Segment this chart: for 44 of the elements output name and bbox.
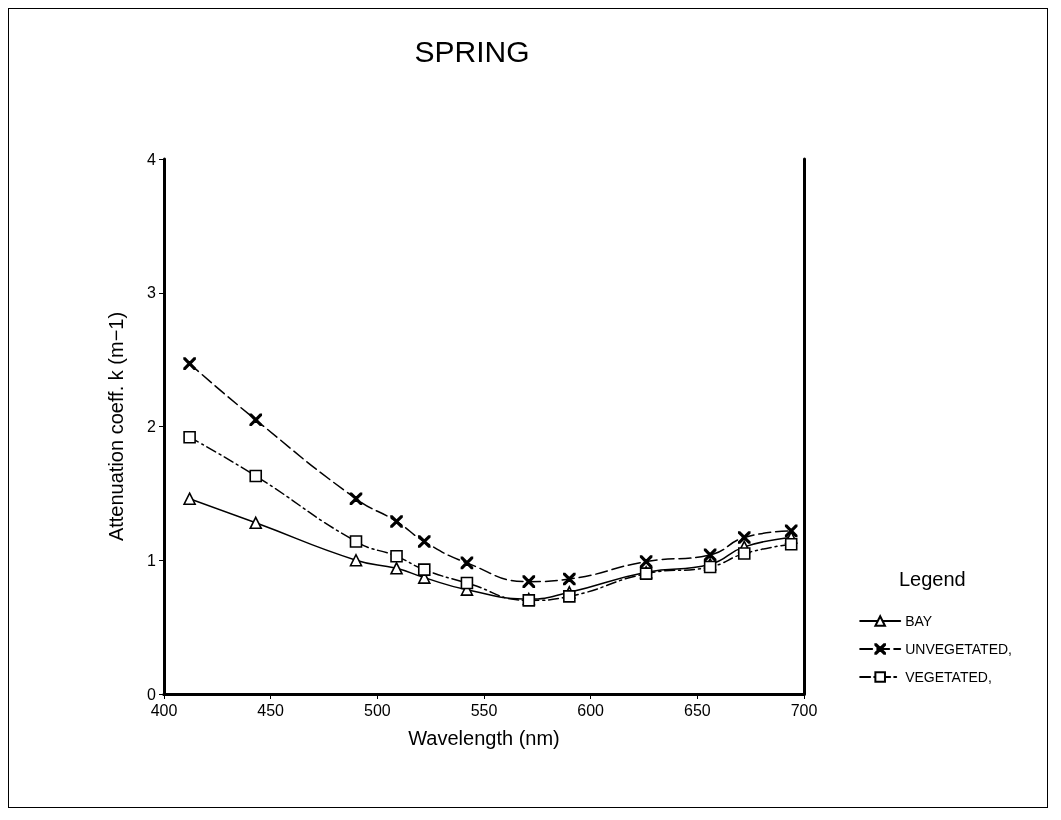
- y-tick-label: 0: [147, 685, 157, 703]
- x-tick-label: 500: [363, 701, 391, 719]
- point: [703, 560, 717, 574]
- point: [460, 576, 474, 590]
- chart-title: SPRING: [414, 34, 530, 68]
- point: [183, 357, 196, 370]
- point: [349, 492, 363, 506]
- point: [417, 563, 431, 576]
- point: [784, 537, 798, 551]
- point: [737, 547, 751, 560]
- x-axis-title: Wavelength (nm): [408, 727, 560, 749]
- x-tick-label: 550: [470, 701, 498, 719]
- y-tick-label: 2: [147, 418, 157, 435]
- point: [249, 469, 263, 483]
- legend-label: BAY: [905, 613, 933, 629]
- y-axis-title: Attenuation coeff. k (m−1): [105, 311, 127, 542]
- x-tick-label: 650: [683, 701, 711, 719]
- point: [390, 561, 403, 575]
- y-tick-label: 3: [147, 284, 157, 302]
- point: [522, 575, 536, 588]
- point: [417, 535, 431, 548]
- point: [183, 492, 196, 506]
- point: [737, 531, 751, 544]
- legend-label: VEGETATED,: [905, 669, 992, 685]
- point: [460, 556, 474, 570]
- x-tick-label: 600: [577, 701, 605, 719]
- point: [349, 553, 363, 567]
- point: [349, 535, 363, 548]
- x-tick-label: 450: [257, 701, 285, 719]
- point: [390, 549, 403, 563]
- point: [249, 413, 263, 427]
- point: [183, 430, 196, 444]
- y-tick-label: 4: [147, 150, 157, 168]
- point: [703, 548, 717, 562]
- point: [563, 572, 576, 586]
- point: [249, 516, 263, 530]
- y-tick-label: 1: [147, 551, 157, 569]
- legend-title: Legend: [899, 568, 966, 590]
- point: [563, 590, 576, 603]
- x-tick-label: 700: [790, 701, 818, 719]
- legend-label: UNVEGETATED,: [905, 641, 1012, 657]
- point: [390, 515, 403, 528]
- x-tick-label: 400: [150, 701, 178, 719]
- point: [784, 524, 798, 538]
